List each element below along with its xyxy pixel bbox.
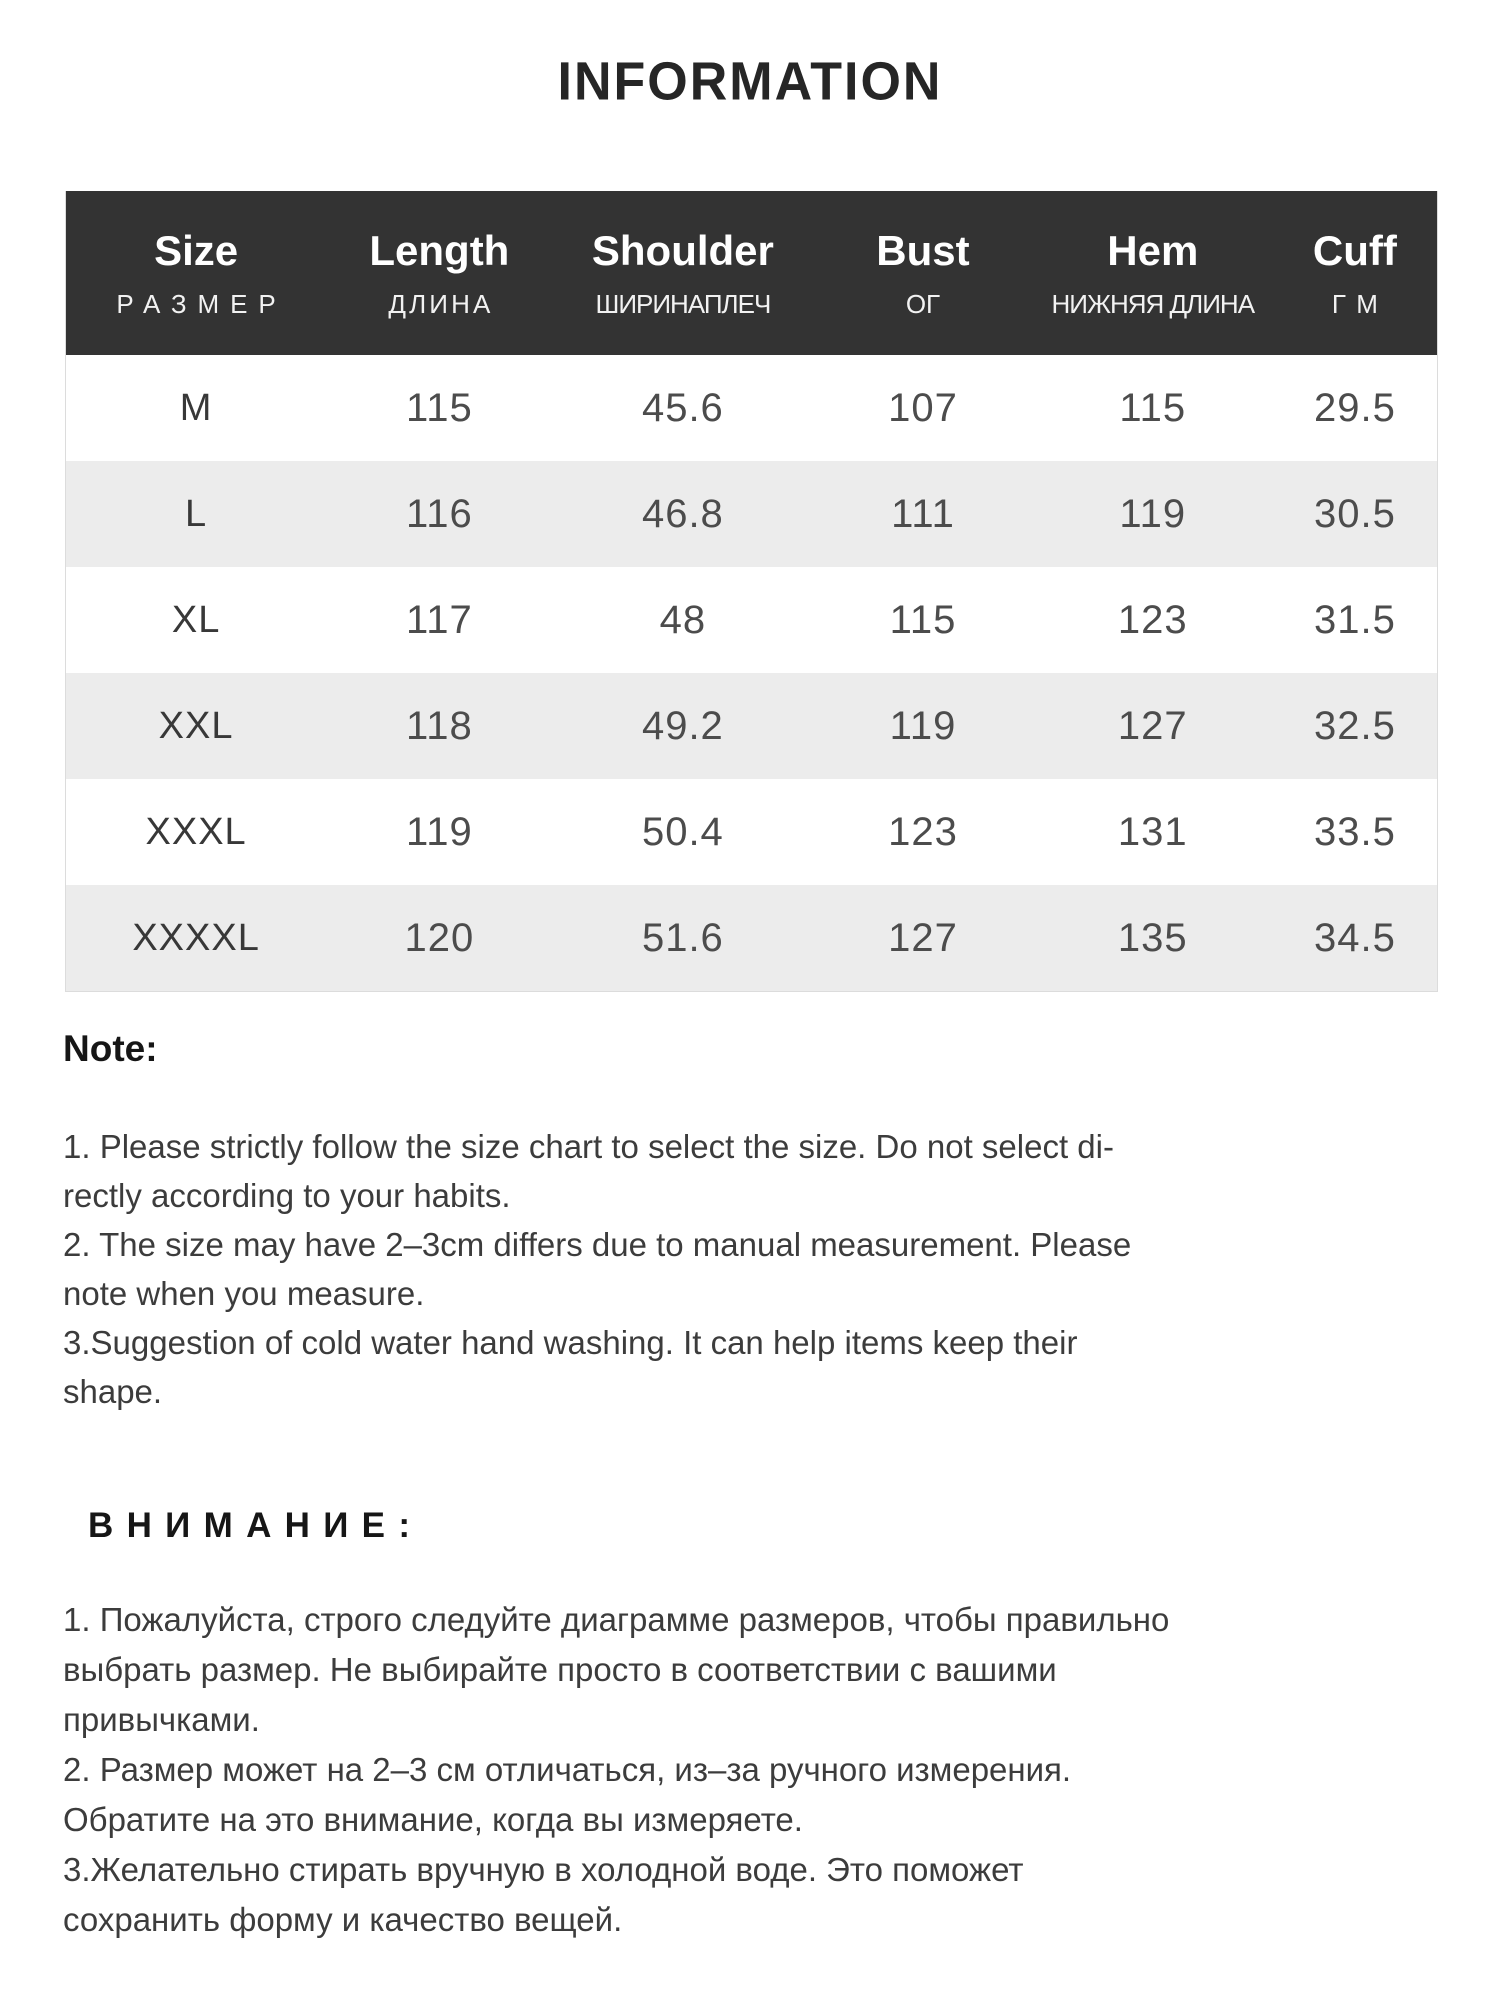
header-cell-bust: Bust ОГ <box>813 191 1033 355</box>
cuff-value: 32.5 <box>1313 703 1396 748</box>
size-value: M <box>179 386 213 429</box>
bust-value: 107 <box>888 385 958 430</box>
hem-value: 131 <box>1117 809 1188 854</box>
bust-value: 123 <box>888 809 958 854</box>
table-row-xl: XL 117 48 115 123 31.5 <box>65 567 1438 673</box>
column-sublabel-hem: НИЖНЯЯ ДЛИНА <box>1051 289 1256 319</box>
notes-en-heading: Note: <box>63 1028 158 1069</box>
cuff-value: 30.5 <box>1313 491 1396 536</box>
shoulder-value: 46.8 <box>641 491 724 536</box>
shoulder-value: 48 <box>659 597 707 642</box>
column-label-shoulder: Shoulder <box>591 227 774 274</box>
hem-value: 135 <box>1117 915 1188 960</box>
table-row-m: M 115 45.6 107 115 29.5 <box>65 355 1438 461</box>
bust-value: 115 <box>889 597 957 642</box>
column-sublabel-length: ДЛИНА <box>388 289 494 319</box>
hem-value: 123 <box>1117 597 1188 642</box>
length-value: 115 <box>405 385 473 430</box>
table-row-xxxl: XXXL 119 50.4 123 131 33.5 <box>65 779 1438 885</box>
bust-value: 111 <box>891 491 955 536</box>
size-value: XXXL <box>145 810 247 853</box>
size-chart-header: Size РАЗМЕР Length ДЛИНА Shoulder ШИРИНА… <box>65 191 1438 355</box>
column-sublabel-cuff: ГМ <box>1331 289 1389 319</box>
cuff-value: 34.5 <box>1313 915 1396 960</box>
shoulder-value: 49.2 <box>641 703 724 748</box>
length-value: 119 <box>405 809 473 854</box>
length-value: 117 <box>405 597 473 642</box>
shoulder-value: 51.6 <box>641 915 724 960</box>
page-title: INFORMATION <box>557 51 943 113</box>
size-value: XXL <box>158 704 234 747</box>
header-cell-size: Size РАЗМЕР <box>65 191 327 355</box>
column-label-cuff: Cuff <box>1312 227 1397 274</box>
length-value: 118 <box>405 703 473 748</box>
size-chart-body: M 115 45.6 107 115 29.5 L 116 46.8 111 1… <box>65 355 1438 992</box>
bust-value: 127 <box>888 915 958 960</box>
cuff-value: 31.5 <box>1313 597 1396 642</box>
column-label-hem: Hem <box>1107 227 1199 274</box>
length-value: 120 <box>404 915 475 960</box>
notes-ru-heading: ВНИМАНИЕ: <box>88 1506 424 1545</box>
header-cell-shoulder: Shoulder ШИРИНАПЛЕЧ <box>552 191 814 355</box>
notes-en-body: 1. Please strictly follow the size chart… <box>63 1128 1132 1410</box>
bust-value: 119 <box>889 703 957 748</box>
hem-value: 119 <box>1119 491 1187 536</box>
table-row-xxl: XXL 118 49.2 119 127 32.5 <box>65 673 1438 779</box>
column-label-size: Size <box>154 227 239 274</box>
hem-value: 127 <box>1117 703 1188 748</box>
size-value: XXXXL <box>132 916 260 959</box>
header-cell-length: Length ДЛИНА <box>326 191 553 355</box>
column-label-bust: Bust <box>876 227 970 274</box>
notes-section-en: Note: 1. Please strictly follow the size… <box>63 1028 1403 1416</box>
column-sublabel-size: РАЗМЕР <box>116 289 287 319</box>
cuff-value: 29.5 <box>1313 385 1396 430</box>
column-label-length: Length <box>369 227 510 274</box>
header-cell-cuff: Cuff ГМ <box>1272 191 1438 355</box>
header-row: Size РАЗМЕР Length ДЛИНА Shoulder ШИРИНА… <box>65 191 1438 355</box>
shoulder-value: 50.4 <box>641 809 724 854</box>
column-sublabel-shoulder: ШИРИНАПЛЕЧ <box>595 289 771 319</box>
column-sublabel-bust: ОГ <box>905 289 941 319</box>
hem-value: 115 <box>1119 385 1187 430</box>
shoulder-value: 45.6 <box>641 385 724 430</box>
notes-ru-body: 1. Пожалуйста, строго следуйте диаграмме… <box>63 1601 1170 1938</box>
size-value: XL <box>171 598 221 641</box>
size-chart-table: Size РАЗМЕР Length ДЛИНА Shoulder ШИРИНА… <box>65 191 1438 992</box>
table-row-l: L 116 46.8 111 119 30.5 <box>65 461 1438 567</box>
length-value: 116 <box>405 491 473 536</box>
size-value: L <box>185 492 208 535</box>
table-row-xxxxl: XXXXL 120 51.6 127 135 34.5 <box>65 885 1438 992</box>
cuff-value: 33.5 <box>1313 809 1396 854</box>
header-cell-hem: Hem НИЖНЯЯ ДЛИНА <box>1032 191 1273 355</box>
notes-section-ru: ВНИМАНИЕ: 1. Пожалуйста, строго следуйте… <box>63 1505 1403 1945</box>
